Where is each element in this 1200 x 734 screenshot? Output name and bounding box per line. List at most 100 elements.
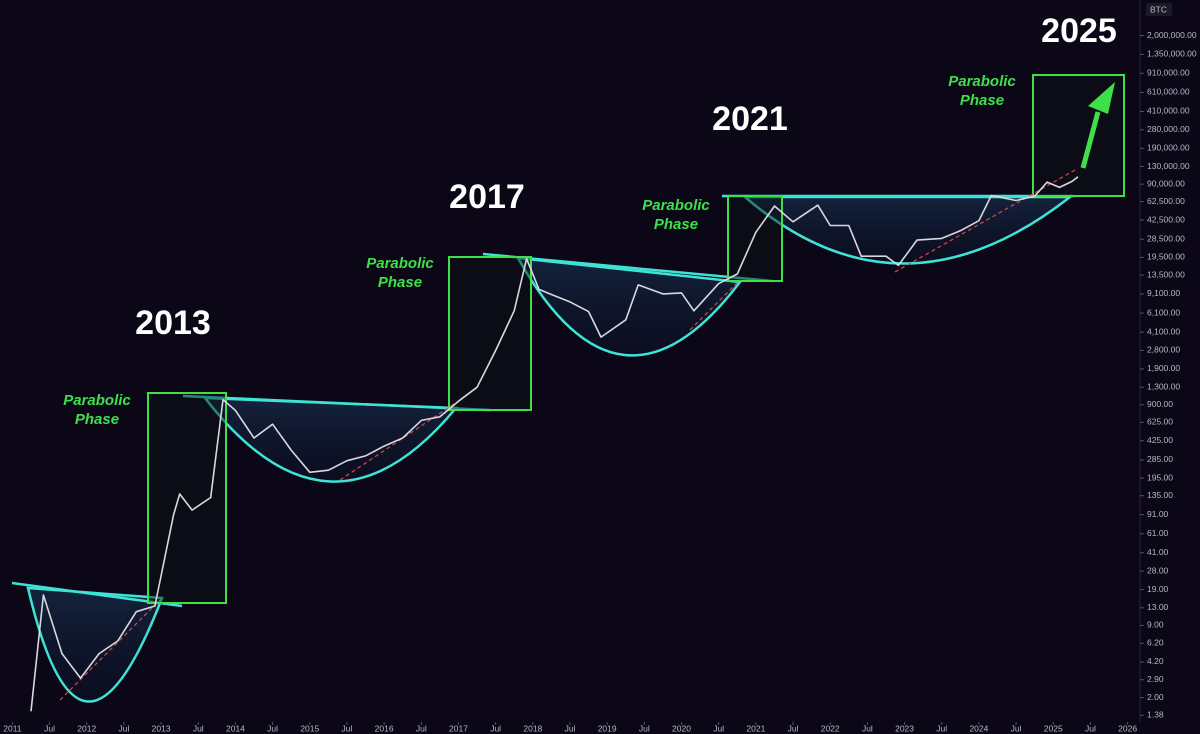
phase-box — [448, 256, 532, 411]
y-tick-label: 2.90 — [1147, 674, 1164, 684]
y-tick-label: 2,000,000.00 — [1147, 30, 1197, 40]
y-tick-label: 4,100.00 — [1147, 326, 1180, 336]
x-tick-label: 2023 — [895, 723, 914, 733]
y-tick-label: 6.20 — [1147, 638, 1164, 648]
x-tick-label: Jul — [118, 723, 129, 733]
symbol: BTC — [1150, 4, 1167, 14]
x-tick-label: Jul — [1085, 723, 1096, 733]
y-tick-label: 130,000.00 — [1147, 161, 1190, 171]
trendline — [59, 599, 161, 701]
x-tick-label: Jul — [788, 723, 799, 733]
y-tick-label: 900.00 — [1147, 399, 1173, 409]
y-tick-label: 9.00 — [1147, 620, 1164, 630]
y-tick-label: 280,000.00 — [1147, 124, 1190, 134]
x-tick-label: Jul — [1011, 723, 1022, 733]
y-tick-label: 1,350,000.00 — [1147, 49, 1197, 59]
y-tick-label: 285.00 — [1147, 454, 1173, 464]
x-tick-label: 2013 — [152, 723, 171, 733]
y-tick-label: 610,000.00 — [1147, 87, 1190, 97]
x-tick-label: 2017 — [449, 723, 468, 733]
symbol-box — [1146, 3, 1172, 16]
y-tick-label: 42,500.00 — [1147, 214, 1185, 224]
x-tick-label: 2024 — [969, 723, 988, 733]
x-tick-label: Jul — [490, 723, 501, 733]
y-tick-label: 2.00 — [1147, 692, 1164, 702]
y-tick-label: 62,500.00 — [1147, 196, 1185, 206]
y-tick-label: 1,300.00 — [1147, 381, 1180, 391]
cup — [26, 586, 164, 703]
y-tick-label: 90,000.00 — [1147, 178, 1185, 188]
phase-label: Phase — [960, 92, 1004, 109]
arrow — [1080, 82, 1115, 169]
y-tick-label: 6,100.00 — [1147, 307, 1180, 317]
y-tick-label: 1,900.00 — [1147, 363, 1180, 373]
y-tick-label: 28.00 — [1147, 565, 1169, 575]
x-tick-label: Jul — [862, 723, 873, 733]
y-tick-label: 425.00 — [1147, 435, 1173, 445]
x-tick-label: Jul — [342, 723, 353, 733]
x-tick-label: 2015 — [300, 723, 319, 733]
arrow-shaft — [1080, 111, 1101, 169]
y-tick-label: 195.00 — [1147, 472, 1173, 482]
x-tick-label: Jul — [639, 723, 650, 733]
y-tick-label: 91.00 — [1147, 509, 1169, 519]
y-tick-label: 19,500.00 — [1147, 252, 1185, 262]
x-tick-label: 2012 — [77, 723, 96, 733]
phase-label: Phase — [378, 274, 422, 291]
x-tick-label: 2021 — [746, 723, 765, 733]
x-tick-label: Jul — [44, 723, 55, 733]
y-tick-label: 13,500.00 — [1147, 269, 1185, 279]
phase-label: Phase — [654, 216, 698, 233]
x-tick-label: Jul — [713, 723, 724, 733]
x-tick-label: Jul — [416, 723, 427, 733]
boxes — [147, 74, 1125, 604]
y-tick-label: 135.00 — [1147, 490, 1173, 500]
phase-label: Parabolic — [366, 255, 434, 272]
y-tick-label: 9,100.00 — [1147, 288, 1180, 298]
x-tick-label: 2016 — [375, 723, 394, 733]
year-label: 2013 — [135, 304, 211, 342]
x-tick-label: Jul — [936, 723, 947, 733]
x-tick-label: Jul — [565, 723, 576, 733]
y-tick-label: 910,000.00 — [1147, 68, 1190, 78]
rim-line — [182, 394, 491, 412]
phase-label: Phase — [75, 411, 119, 428]
x-tick-label: Jul — [267, 723, 278, 733]
y-tick-label: 190,000.00 — [1147, 143, 1190, 153]
trendline — [689, 279, 741, 331]
year-label: 2021 — [712, 100, 788, 138]
cup — [741, 195, 1074, 265]
arrow-head — [1088, 82, 1115, 114]
phase-label: Parabolic — [948, 73, 1016, 90]
phase-label: Parabolic — [642, 197, 710, 214]
x-tick-label: 2019 — [598, 723, 617, 733]
y-tick-label: 61.00 — [1147, 528, 1169, 538]
price-line — [30, 176, 1079, 712]
x-tick-label: 2022 — [821, 723, 840, 733]
year-label: 2017 — [449, 178, 525, 216]
y-tick-label: 410,000.00 — [1147, 106, 1190, 116]
y-tick-label: 625.00 — [1147, 417, 1173, 427]
x-tick-label: Jul — [193, 723, 204, 733]
y-tick-label: 13.00 — [1147, 602, 1169, 612]
x-tick-label: 2011 — [3, 723, 22, 733]
phase-box — [727, 195, 783, 282]
y-tick-label: 28,500.00 — [1147, 233, 1185, 243]
y-tick-label: 1.38 — [1147, 710, 1164, 720]
cup — [202, 396, 459, 483]
phase-box — [147, 392, 227, 604]
y-tick-label: 19.00 — [1147, 584, 1169, 594]
x-tick-label: 2020 — [672, 723, 691, 733]
y-tick-label: 4.20 — [1147, 656, 1164, 666]
x-tick-label: 2026 — [1118, 723, 1137, 733]
x-tick-label: 2014 — [226, 723, 245, 733]
y-tick-label: 2,800.00 — [1147, 345, 1180, 355]
year-label: 2025 — [1041, 12, 1117, 50]
phase-label: Parabolic — [63, 392, 131, 409]
x-tick-label: 2018 — [523, 723, 542, 733]
cup — [515, 256, 743, 357]
x-tick-label: 2025 — [1044, 723, 1063, 733]
